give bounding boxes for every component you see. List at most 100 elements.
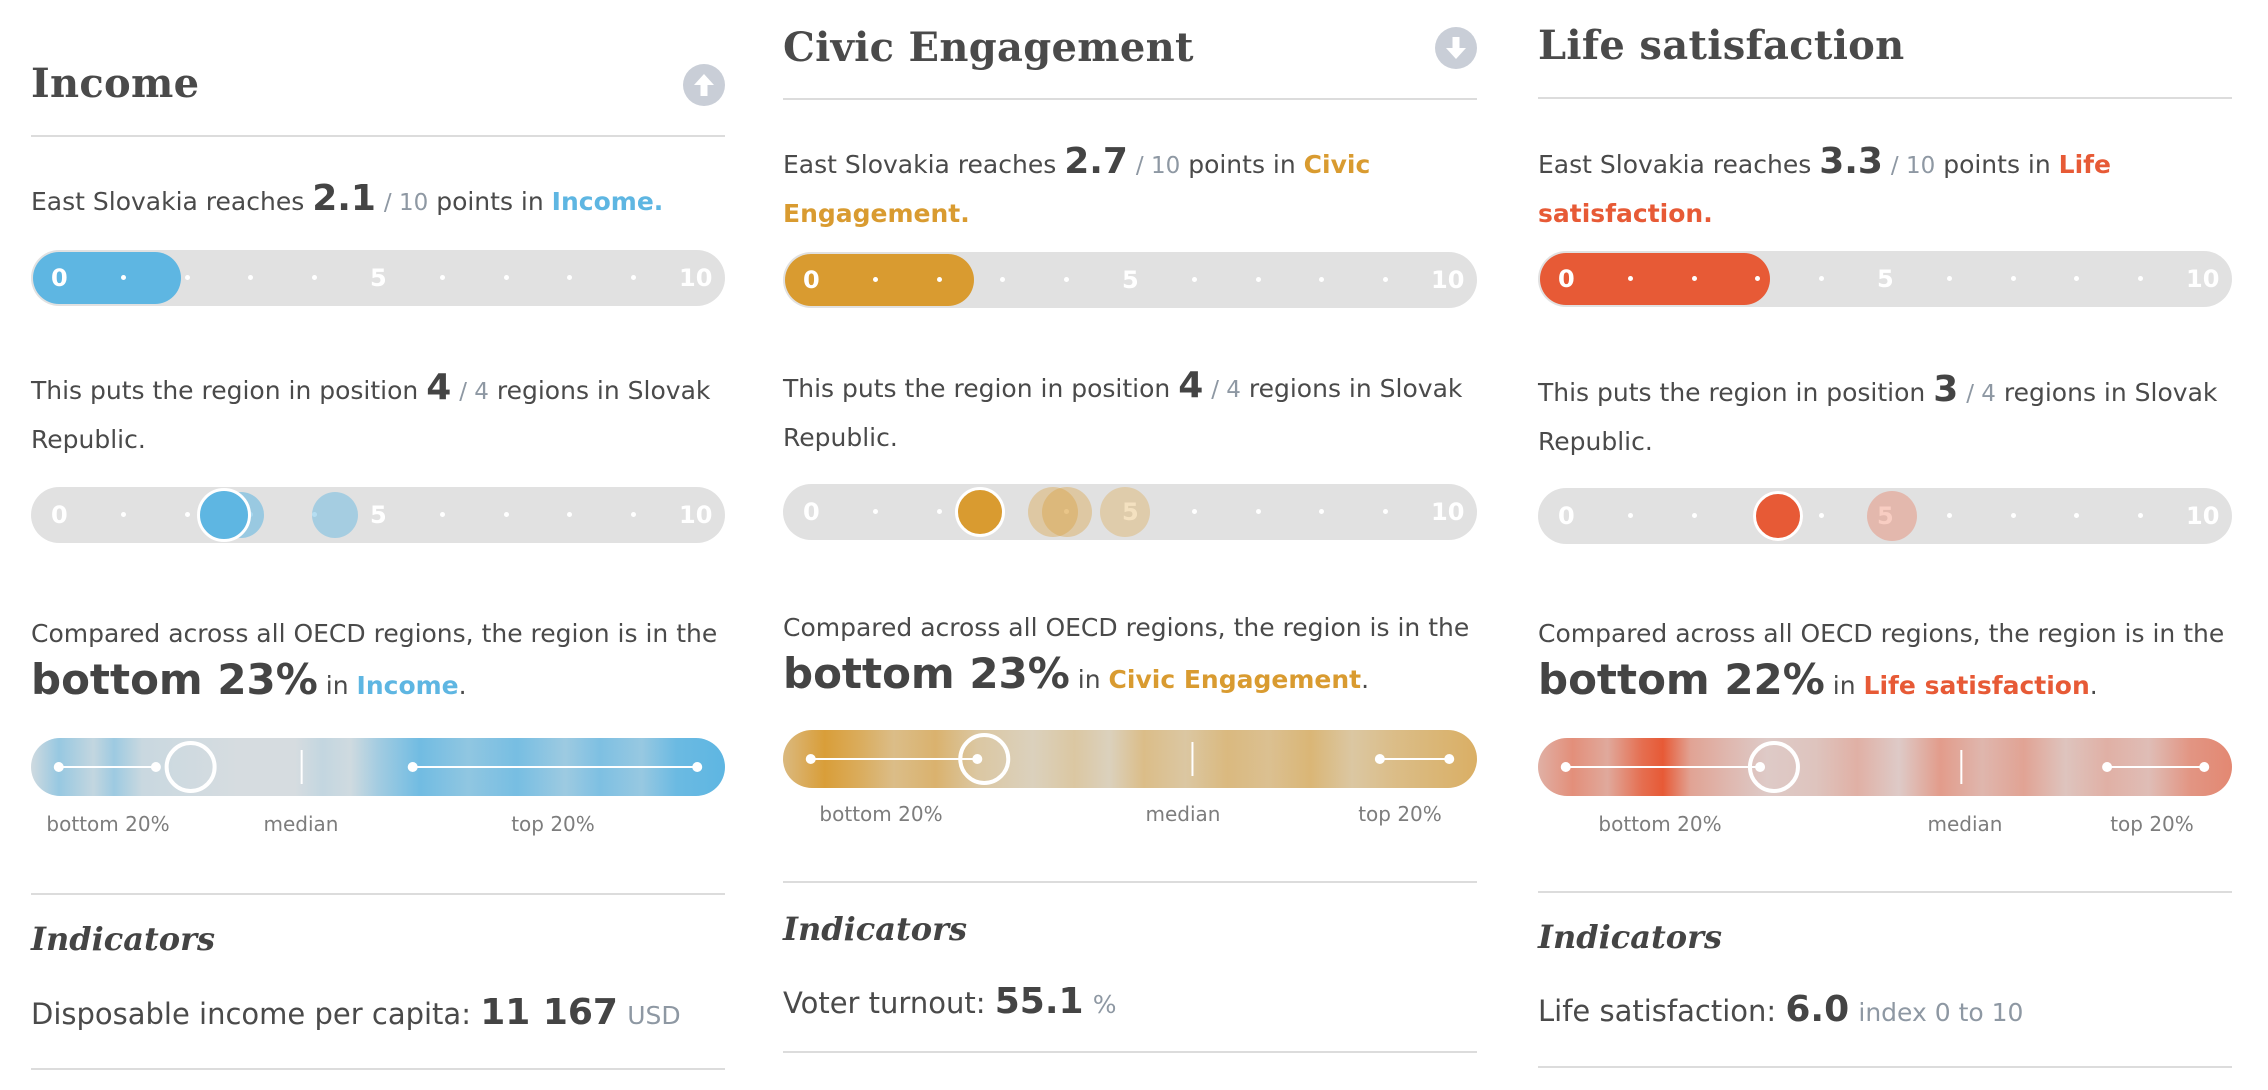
scale-tick-dot (184, 512, 190, 517)
oecd-distribution-bar (31, 738, 725, 796)
score-bar: 0 5 10 (783, 252, 1477, 308)
scale-tick-dot (567, 512, 573, 517)
region-marker-current[interactable] (197, 488, 251, 542)
range-endpoint (692, 762, 703, 772)
region-marker-current[interactable] (1753, 491, 1803, 541)
score-prefix: East Slovakia reaches (783, 150, 1065, 179)
indicators-heading: Indicators (1538, 918, 1722, 956)
position-suffix: regions in Slovak Republic. (1538, 378, 2218, 456)
indicator-unit: index 0 to 10 (1858, 998, 2024, 1027)
range-endpoint (1374, 754, 1385, 764)
scale-tick-label: 10 (1431, 266, 1465, 294)
scale-tick-dot (1191, 277, 1197, 282)
score-outof: / 10 (383, 190, 429, 216)
divider (1538, 97, 2232, 99)
position-prefix: This puts the region in position (31, 376, 427, 405)
score-fill (785, 254, 975, 306)
region-marker-ring[interactable] (958, 733, 1011, 785)
scale-tick-dot (1383, 509, 1389, 514)
scale-tick-dot (2074, 276, 2080, 281)
score-mid: points in (1180, 150, 1304, 179)
scale-tick-label: 0 (1558, 265, 1575, 293)
comparison-topic-link[interactable]: Income (356, 671, 459, 700)
region-marker-ring[interactable] (1747, 741, 1800, 793)
region-marker-other[interactable] (1042, 487, 1092, 537)
divider (31, 1068, 725, 1070)
position-value: 3 (1933, 369, 1959, 410)
score-topic-link[interactable]: Civic Engagement. (783, 150, 1371, 228)
panel-life-satisfaction: Life satisfaction East Slovakia reaches … (1538, 0, 2232, 1090)
panel-civic-engagement: Civic Engagement East Slovakia reaches 2… (783, 0, 1477, 1090)
scale-tick-dot (184, 275, 190, 280)
scale-tick-dot (248, 275, 254, 280)
scale-tick-dot (2010, 513, 2016, 518)
scale-tick-dot (1319, 509, 1325, 514)
score-topic-link[interactable]: Income. (551, 187, 664, 216)
score-topic-link[interactable]: Life satisfaction. (1538, 150, 2112, 228)
scale-tick-label: 5 (1877, 265, 1894, 293)
indicator-value: 6.0 (1785, 989, 1850, 1030)
scale-tick-dot (1064, 509, 1070, 514)
score-sentence: East Slovakia reaches 3.3 / 10 points in… (1538, 138, 2232, 237)
scale-tick-dot (631, 512, 637, 517)
position-prefix: This puts the region in position (1538, 378, 1934, 407)
score-fill (1540, 253, 1771, 305)
scale-tick-dot (120, 512, 126, 517)
comparison-topic-link[interactable]: Civic Engagement (1108, 665, 1362, 694)
region-marker-other[interactable] (1867, 491, 1917, 541)
range-endpoint (407, 762, 418, 772)
scale-tick-label: 10 (2186, 265, 2220, 293)
position-outof: / 4 (1211, 377, 1241, 403)
scale-tick-label: 0 (51, 264, 68, 292)
scale-tick-dot (631, 275, 637, 280)
position-value: 4 (426, 367, 452, 408)
label-median: median (1927, 812, 2003, 836)
range-endpoint (972, 754, 983, 764)
region-position-bar: 0 5 10 (1538, 488, 2232, 544)
divider (783, 1051, 1477, 1053)
indicator-row: Voter turnout: 55.1 % (783, 981, 1117, 1022)
range-endpoint (1444, 754, 1455, 764)
position-value: 4 (1178, 365, 1204, 406)
label-top-20: top 20% (2110, 812, 2194, 836)
comparison-topic-link[interactable]: Life satisfaction (1863, 671, 2090, 700)
panel-title: Income (31, 60, 200, 107)
region-marker-other[interactable] (1100, 487, 1150, 537)
arrow-down-circle-icon[interactable] (1435, 27, 1477, 69)
range-endpoint (1560, 762, 1571, 772)
divider (783, 881, 1477, 883)
scale-tick-label: 10 (2186, 502, 2220, 530)
region-marker-other[interactable] (1028, 487, 1078, 537)
region-marker-other[interactable] (312, 492, 358, 538)
scale-tick-dot (312, 512, 318, 517)
scale-tick-label: 0 (803, 498, 820, 526)
comparison-period: . (1361, 665, 1370, 694)
panel-income: Income East Slovakia reaches 2.1 / 10 po… (31, 0, 725, 1090)
comparison-sentence: bottom 23% in Civic Engagement. (783, 653, 1477, 698)
region-position-bar: 0 5 10 (783, 484, 1477, 540)
comparison-sentence: bottom 22% in Life satisfaction. (1538, 659, 2232, 704)
range-endpoint (53, 762, 64, 772)
comparison-intro: Compared across all OECD regions, the re… (31, 619, 718, 648)
scale-tick-label: 5 (370, 501, 387, 529)
scale-tick-dot (1946, 513, 1952, 518)
score-outof: / 10 (1135, 153, 1181, 179)
scale-tick-dot (1691, 513, 1697, 518)
scale-tick-label: 10 (1431, 498, 1465, 526)
position-sentence: This puts the region in position 3 / 4 r… (1538, 366, 2232, 465)
arrow-up-circle-icon[interactable] (683, 64, 725, 106)
range-endpoint (2199, 762, 2210, 772)
scale-tick-label: 5 (1122, 266, 1139, 294)
score-prefix: East Slovakia reaches (1538, 150, 1820, 179)
position-suffix: regions in Slovak Republic. (783, 374, 1463, 452)
scale-tick-dot (1000, 277, 1006, 282)
scale-tick-dot (1383, 277, 1389, 282)
range-endpoint (150, 762, 161, 772)
score-mid: points in (1935, 150, 2059, 179)
scale-tick-dot (1946, 276, 1952, 281)
score-sentence: East Slovakia reaches 2.1 / 10 points in… (31, 175, 725, 227)
region-marker-ring[interactable] (164, 741, 217, 793)
scale-tick-dot (1191, 509, 1197, 514)
region-position-bar: 0 5 10 (31, 487, 725, 543)
region-marker-current[interactable] (955, 487, 1005, 537)
